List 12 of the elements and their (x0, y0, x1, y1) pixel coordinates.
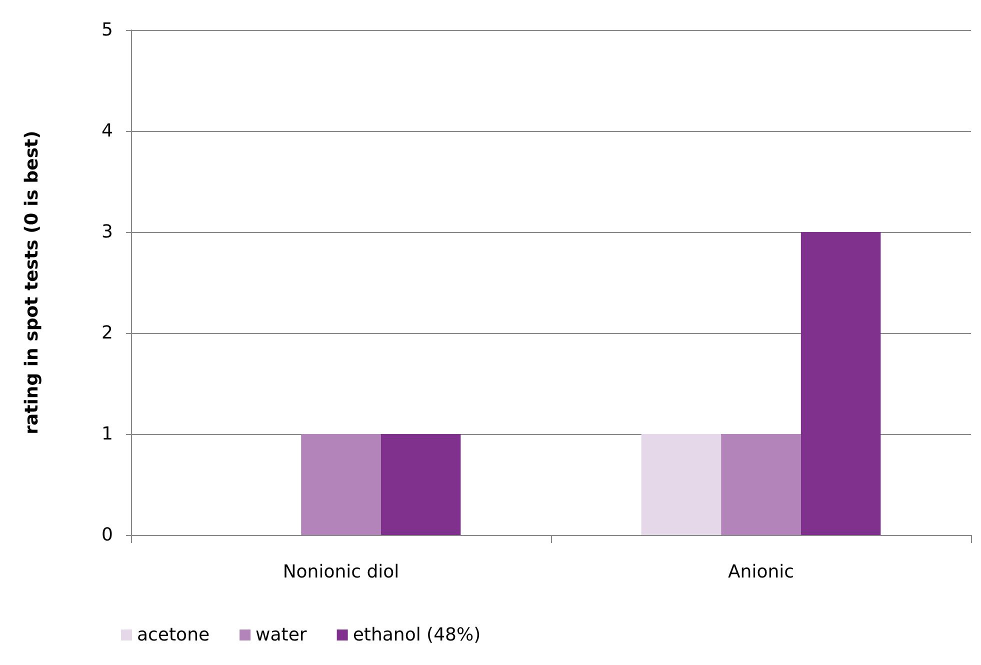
y-tick-label: 1 (102, 424, 113, 444)
x-tick-label: Nonionic diol (282, 562, 400, 582)
y-axis-title: rating in spot tests (0 is best) (22, 130, 42, 434)
legend-label: acetone (137, 624, 210, 646)
y-tick-label: 5 (102, 20, 113, 40)
y-tick-label: 0 (102, 524, 113, 546)
x-tick-label: Anionic (728, 562, 794, 582)
legend-label: ethanol (48%) (352, 624, 481, 646)
y-tick-label: 4 (102, 120, 113, 142)
y-tick-label: 3 (102, 222, 113, 242)
legend-label: water (256, 624, 308, 646)
y-tick-label: 2 (102, 322, 113, 344)
